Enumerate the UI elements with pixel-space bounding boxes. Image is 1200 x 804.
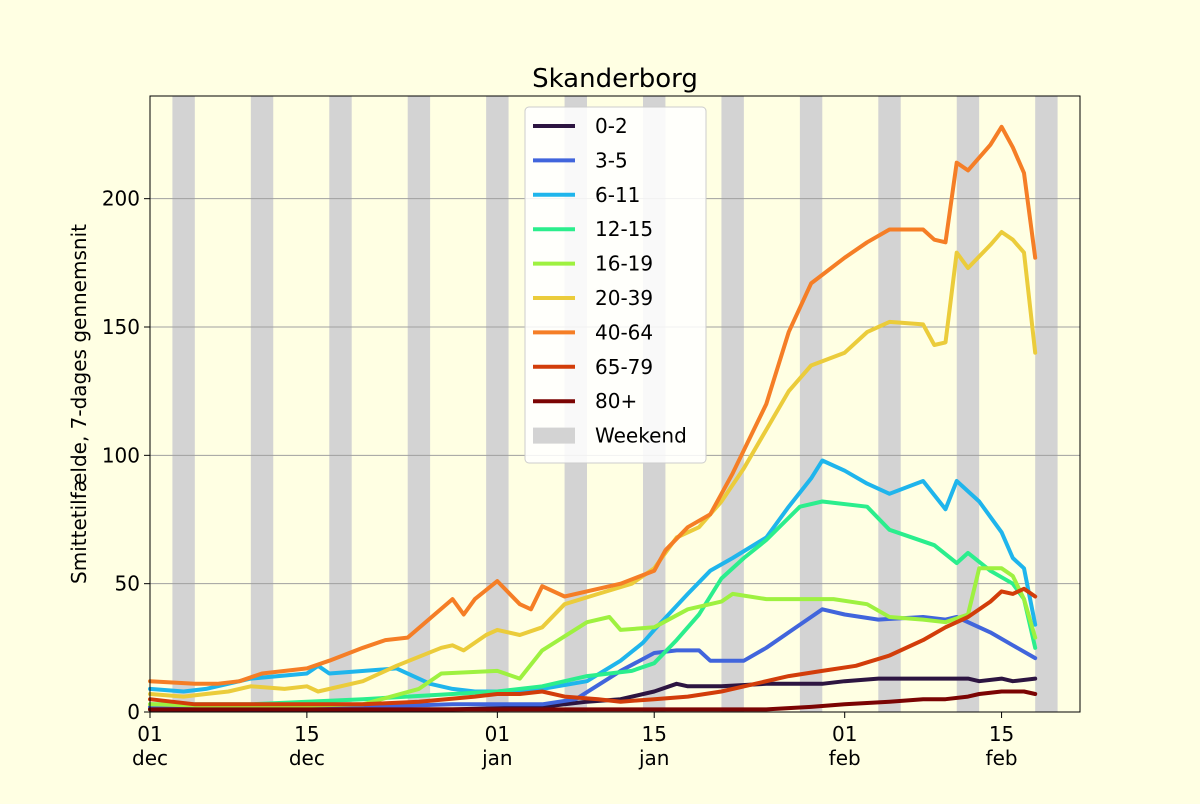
x-tick-month-label: jan bbox=[481, 746, 513, 770]
legend: 0-2 3-5 6-11 12-15 16-19 20-39 40-64 65-79 80+ We… bbox=[524, 106, 707, 464]
chart-title: Skanderborg bbox=[532, 64, 698, 94]
legend-label: 80+ bbox=[595, 389, 637, 413]
weekend-band bbox=[1035, 96, 1058, 712]
x-tick-month-label: dec bbox=[289, 746, 325, 770]
weekend-band bbox=[799, 96, 823, 712]
weekend-band bbox=[486, 96, 509, 712]
legend-label: 0-2 bbox=[595, 114, 628, 138]
x-tick-month-label: dec bbox=[132, 746, 168, 770]
weekend-band bbox=[250, 96, 274, 712]
x-tick-day-label: 15 bbox=[641, 722, 666, 746]
series-line-80+ bbox=[148, 689, 1038, 712]
series-line-12-15 bbox=[148, 499, 1038, 707]
series-line-6-11 bbox=[148, 458, 1038, 694]
weekend-band bbox=[172, 96, 195, 712]
legend-weekend-swatch bbox=[533, 427, 575, 444]
x-tick-day-label: 01 bbox=[485, 722, 510, 746]
series-line-16-19 bbox=[148, 566, 1038, 709]
x-tick-day-label: 01 bbox=[832, 722, 857, 746]
y-tick-label: 100 bbox=[102, 443, 140, 467]
legend-label: 12-15 bbox=[595, 217, 653, 241]
weekend-band bbox=[878, 96, 901, 712]
weekend-band bbox=[721, 96, 744, 712]
x-tick-day-label: 01 bbox=[137, 722, 162, 746]
y-tick-label: 150 bbox=[102, 315, 140, 339]
weekend-band bbox=[407, 96, 431, 712]
legend-label: 40-64 bbox=[595, 320, 653, 344]
legend-label: 65-79 bbox=[595, 355, 653, 379]
x-tick-day-label: 15 bbox=[294, 722, 319, 746]
legend-label: 6-11 bbox=[595, 183, 640, 207]
y-axis-label: Smittetilfælde, 7-dages gennemsnit bbox=[67, 224, 91, 584]
series-lines bbox=[148, 124, 1038, 712]
legend-label: 20-39 bbox=[595, 286, 653, 310]
series-line-40-64 bbox=[148, 124, 1038, 686]
y-tick-label: 200 bbox=[102, 187, 140, 211]
series-line-3-5 bbox=[148, 607, 1038, 712]
legend-label: 3-5 bbox=[595, 148, 628, 172]
legend-label-weekend: Weekend bbox=[595, 424, 687, 448]
y-tick-label: 0 bbox=[127, 700, 140, 724]
x-tick-month-label: feb bbox=[986, 746, 1018, 770]
legend-label: 16-19 bbox=[595, 252, 653, 276]
weekend-band bbox=[329, 96, 352, 712]
axis-ticks: 05010015020001dec15dec01jan15jan01feb15f… bbox=[102, 187, 1018, 770]
x-tick-day-label: 15 bbox=[989, 722, 1014, 746]
plot-frame bbox=[149, 95, 1081, 713]
series-line-65-79 bbox=[148, 586, 1038, 707]
x-tick-month-label: jan bbox=[638, 746, 670, 770]
y-tick-label: 50 bbox=[115, 572, 140, 596]
x-tick-month-label: feb bbox=[829, 746, 861, 770]
